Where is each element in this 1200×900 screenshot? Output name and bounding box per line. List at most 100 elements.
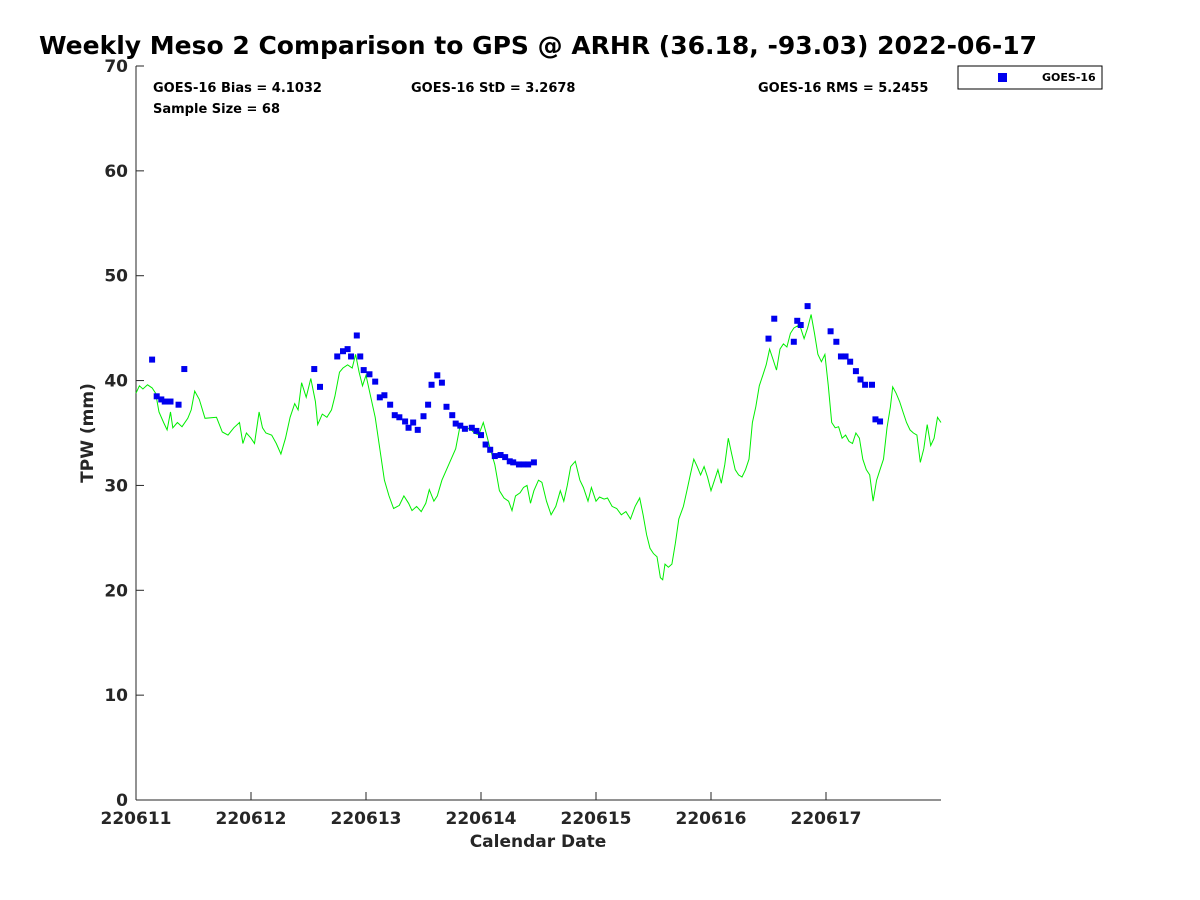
goes16-point <box>847 358 854 365</box>
goes16-point <box>827 328 834 335</box>
gps-series-line <box>135 314 942 581</box>
goes16-point <box>461 425 468 432</box>
goes16-point <box>487 446 494 453</box>
goes16-point <box>420 413 427 420</box>
goes16-point <box>410 419 417 426</box>
x-tick-label: 220611 <box>101 809 172 829</box>
goes16-point <box>872 416 879 423</box>
goes16-point <box>425 401 432 408</box>
goes16-point <box>428 381 435 388</box>
goes16-point <box>797 321 804 328</box>
legend-box <box>957 65 1103 90</box>
goes16-point <box>181 366 188 373</box>
x-tick-label: 220616 <box>676 809 747 829</box>
chart-title: Weekly Meso 2 Comparison to GPS @ ARHR (… <box>39 31 1037 60</box>
goes16-point <box>804 303 811 310</box>
goes16-point <box>449 412 456 419</box>
goes16-point <box>387 401 394 408</box>
goes16-point <box>340 348 346 355</box>
goes16-point <box>473 427 480 434</box>
goes16-point <box>869 381 875 388</box>
y-tick-label: 70 <box>104 57 128 77</box>
goes16-point <box>771 315 778 322</box>
std-stat: GOES-16 StD = 3.2678 <box>411 81 575 96</box>
y-tick-label: 0 <box>116 791 128 811</box>
goes16-point <box>381 392 388 399</box>
goes16-point <box>525 461 532 468</box>
goes16-point <box>457 422 464 429</box>
goes16-point <box>877 418 884 425</box>
goes16-point <box>478 432 484 439</box>
goes16-point <box>161 398 168 405</box>
legend: GOES-16 <box>957 65 1103 90</box>
goes16-point <box>833 338 840 345</box>
gps-line <box>135 314 942 581</box>
y-tick-label: 40 <box>104 372 128 392</box>
goes16-point <box>862 381 869 388</box>
goes16-point <box>372 378 379 385</box>
goes16-point <box>366 371 373 378</box>
plot-area <box>136 66 941 800</box>
goes16-point <box>506 458 513 465</box>
goes16-point <box>857 376 864 383</box>
goes16-point <box>344 346 351 353</box>
goes16-point <box>414 426 421 433</box>
goes16-point <box>353 332 360 339</box>
y-tick-label: 30 <box>104 476 128 496</box>
y-tick-label: 20 <box>104 581 128 601</box>
y-axis-label: TPW (mm) <box>78 383 98 483</box>
x-tick-label: 220613 <box>331 809 402 829</box>
goes16-point <box>790 338 797 345</box>
legend-marker <box>998 73 1007 82</box>
goes16-point <box>153 393 160 400</box>
goes16-point <box>376 394 383 401</box>
goes16-point <box>334 353 341 360</box>
goes16-point <box>434 372 441 379</box>
goes16-point <box>510 459 517 466</box>
goes16-point <box>765 335 772 342</box>
goes16-point <box>443 403 450 410</box>
goes16-point <box>491 453 498 460</box>
y-tick-label: 50 <box>104 267 128 287</box>
goes16-point <box>794 317 801 324</box>
goes16-point <box>158 396 165 403</box>
goes16-point <box>357 353 364 360</box>
bias-stat: GOES-16 Bias = 4.1032 <box>153 81 322 96</box>
goes16-point <box>842 353 849 360</box>
goes16-point <box>396 414 403 421</box>
goes16-point <box>520 461 527 468</box>
goes16-point <box>391 412 398 419</box>
x-tick-label: 220617 <box>791 809 862 829</box>
sample-size-stat: Sample Size = 68 <box>153 102 280 117</box>
legend-entry-goes16: GOES-16 <box>1042 71 1096 84</box>
x-tick-label: 220612 <box>216 809 287 829</box>
goes16-point <box>360 367 367 374</box>
goes16-point <box>175 401 182 408</box>
goes16-point <box>468 424 475 431</box>
goes16-point <box>438 379 445 386</box>
goes16-point <box>405 424 412 431</box>
y-tick-label: 10 <box>104 686 128 706</box>
goes16-point <box>852 368 859 375</box>
rms-stat: GOES-16 RMS = 5.2455 <box>758 81 928 96</box>
goes16-point <box>348 353 355 360</box>
goes16-point <box>311 366 318 373</box>
x-tick-label: 220615 <box>561 809 632 829</box>
goes16-point <box>317 383 323 390</box>
x-tick-label: 220614 <box>446 809 517 829</box>
goes16-point <box>402 418 409 425</box>
goes16-point <box>502 454 509 461</box>
goes16-point <box>452 420 459 427</box>
goes16-point <box>515 461 522 468</box>
goes16-point <box>497 452 504 459</box>
goes16-point <box>167 398 174 405</box>
goes16-point <box>530 459 537 466</box>
x-axis-label: Calendar Date <box>470 832 607 852</box>
goes16-point <box>837 353 844 360</box>
goes16-points <box>149 303 884 468</box>
axes: 0 10 20 30 40 50 60 70 220611 220612 220613 220614 2… <box>101 57 941 829</box>
goes16-point <box>149 356 156 363</box>
goes16-point <box>482 441 489 448</box>
y-tick-label: 60 <box>104 162 128 182</box>
